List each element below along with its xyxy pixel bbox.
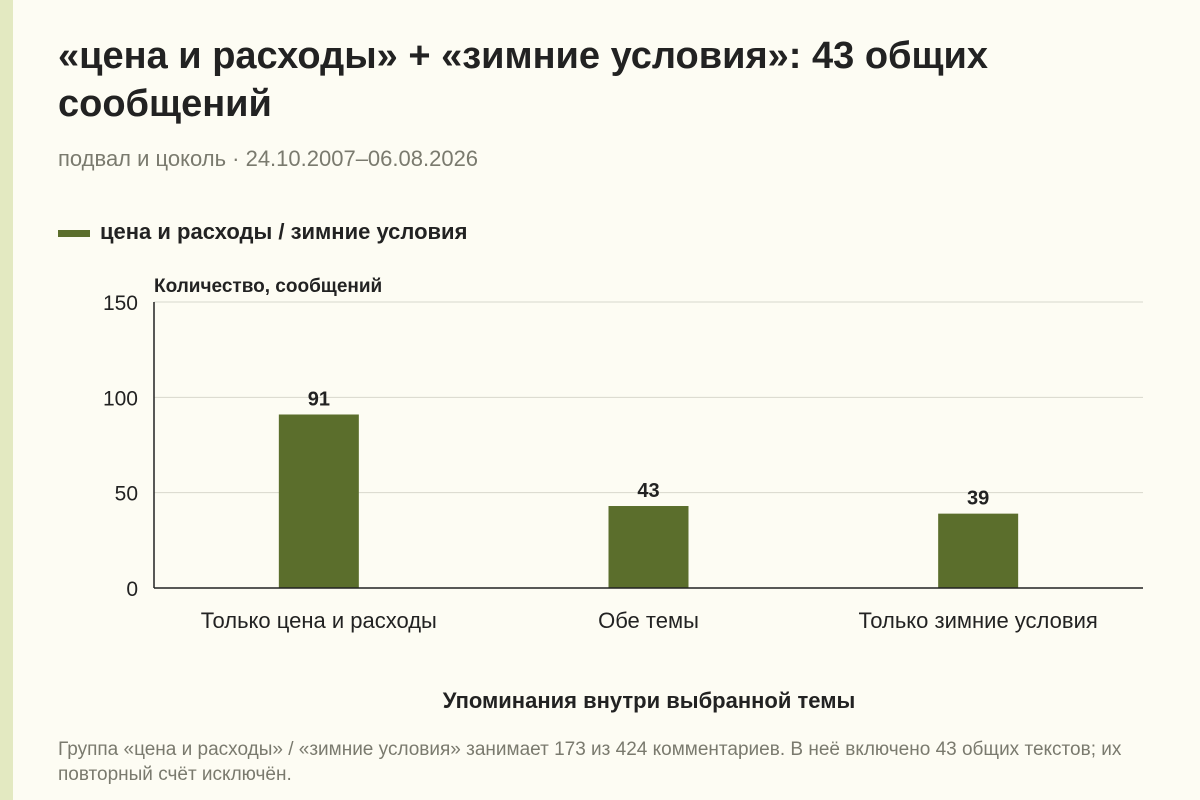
chart-legend: цена и расходы / зимние условия bbox=[58, 219, 467, 245]
bar-value-labels: 91 43 39 bbox=[308, 388, 990, 509]
y-tick-labels: 0 50 100 150 bbox=[103, 292, 138, 601]
bar bbox=[278, 414, 359, 588]
y-tick-label: 0 bbox=[126, 578, 138, 601]
legend-label: цена и расходы / зимние условия bbox=[100, 219, 468, 244]
y-tick-label: 150 bbox=[103, 292, 138, 315]
x-tick-label: Только цена и расходы bbox=[201, 608, 437, 633]
bar bbox=[938, 513, 1019, 588]
bar bbox=[608, 506, 689, 588]
x-tick-labels: Только цена и расходы Обе темы Только зимн… bbox=[201, 608, 1098, 633]
x-tick-label: Обе темы bbox=[598, 608, 699, 633]
bar-chart: 0 50 100 150 91 43 39 Только цена и расходы Об… bbox=[103, 276, 1143, 713]
bars bbox=[278, 414, 1019, 588]
bar-value-label: 39 bbox=[967, 488, 989, 510]
page-title: «цена и расходы» + «зимние условия»: 43 … bbox=[58, 35, 989, 125]
x-axis-label: Упоминания внутри выбранной темы bbox=[443, 688, 856, 713]
x-tick-label: Только зимние условия bbox=[859, 608, 1098, 633]
y-axis-label: Количество, сообщений bbox=[154, 276, 382, 297]
left-accent-strip bbox=[0, 0, 13, 800]
bar-value-label: 43 bbox=[637, 480, 659, 502]
y-tick-label: 100 bbox=[103, 387, 138, 410]
footnote: Группа «цена и расходы» / «зимние услови… bbox=[58, 739, 1122, 785]
y-tick-label: 50 bbox=[115, 483, 138, 506]
bar-value-label: 91 bbox=[308, 388, 330, 410]
legend-swatch bbox=[58, 229, 90, 237]
page-subtitle: подвал и цоколь · 24.10.2007–06.08.2026 bbox=[58, 146, 479, 171]
